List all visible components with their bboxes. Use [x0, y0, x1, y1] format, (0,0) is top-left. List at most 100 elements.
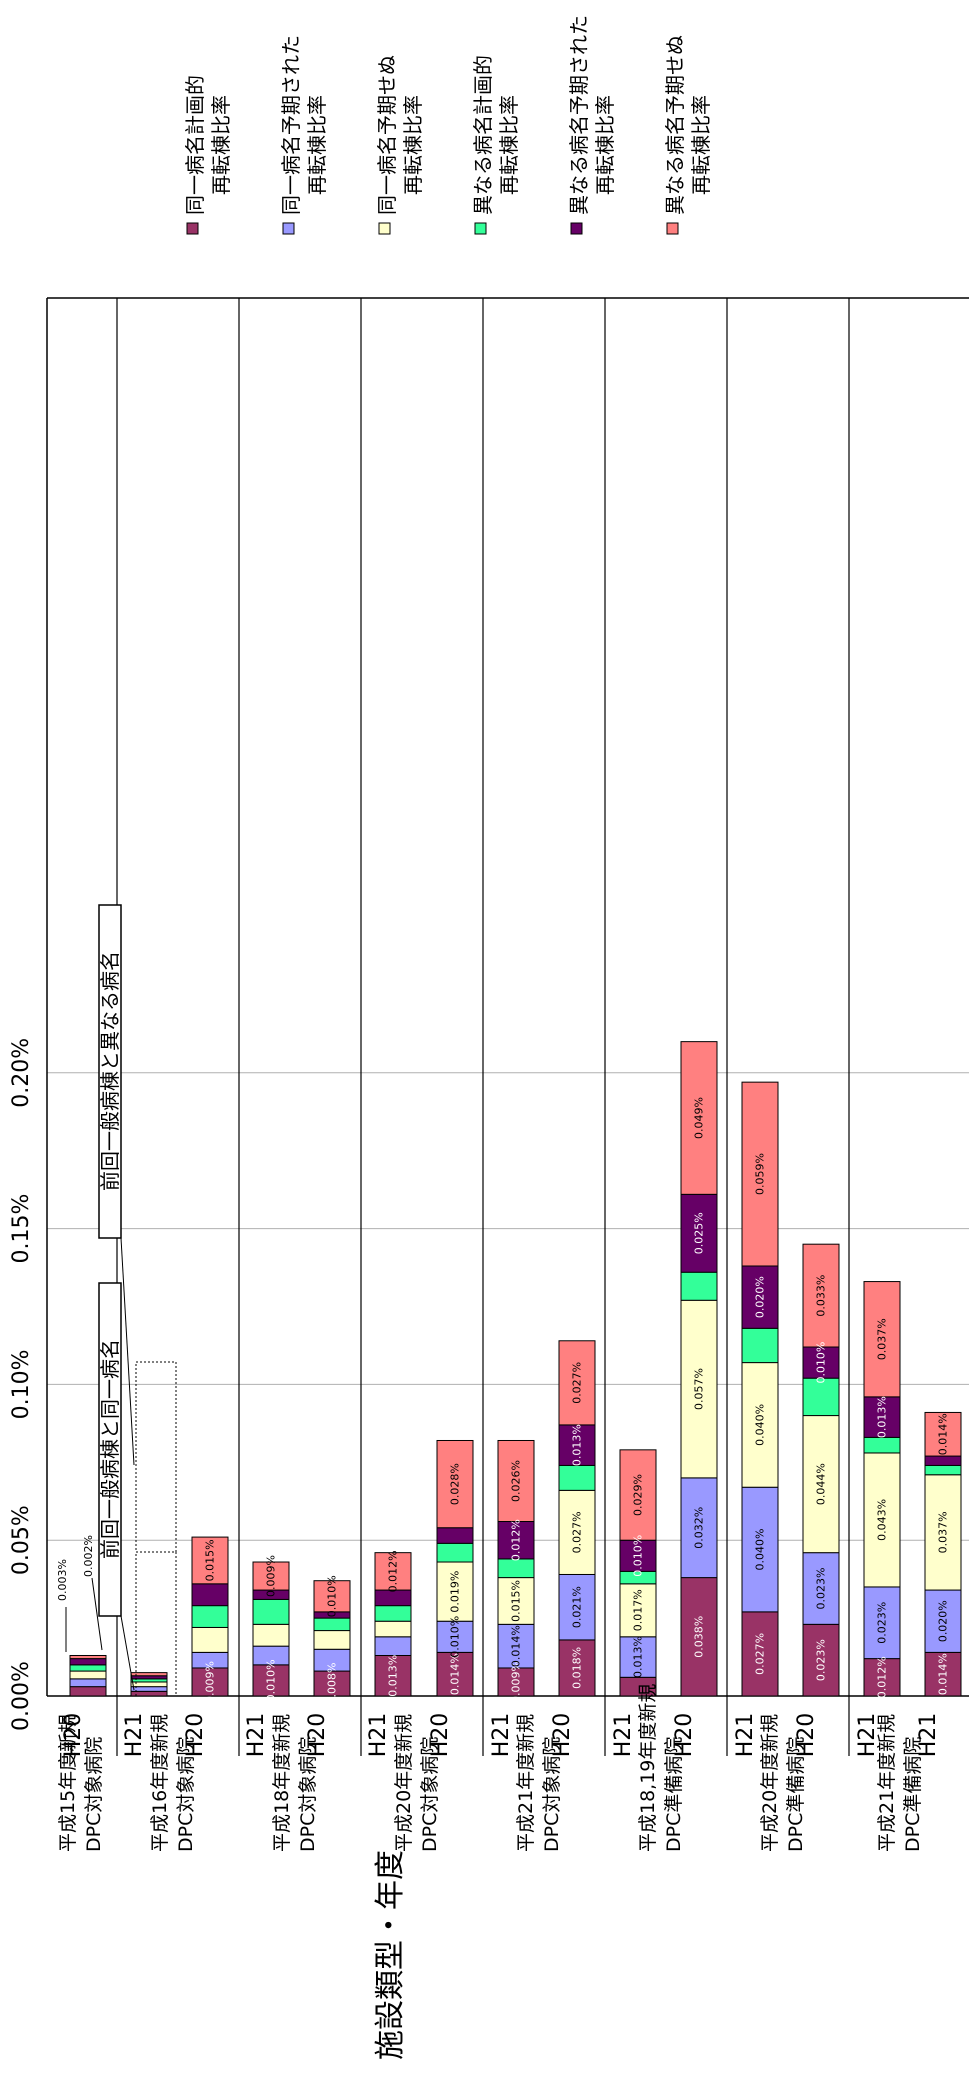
annotation-bracket-different [135, 1361, 177, 1553]
segment-label-3-0: 0.010% [265, 1659, 278, 1701]
x-tick-label-3: 0.15% [9, 1194, 34, 1264]
bar-8-segment-0 [558, 1639, 596, 1697]
bar-14-segment-4 [924, 1455, 962, 1466]
segment-label-5-5: 0.012% [387, 1550, 400, 1592]
legend-label-4-0: 異なる病名予期された [567, 15, 591, 215]
annotation-leader-different [120, 1237, 135, 1466]
segment-label-7-4: 0.012% [510, 1519, 523, 1561]
segment-label-5-0: 0.013% [387, 1655, 400, 1697]
bar-5-segment-2 [374, 1620, 412, 1638]
bar-9-segment-4 [619, 1539, 657, 1572]
category-label-1: H21 [122, 1713, 147, 1758]
segment-label-4-5: 0.010% [326, 1575, 339, 1617]
segment-label-10-5: 0.049% [693, 1097, 706, 1139]
category-label-9: H21 [611, 1713, 636, 1758]
group-label-6-1: DPC準備病院 [785, 1737, 807, 1852]
segment-label-6-0: 0.014% [449, 1653, 462, 1695]
category-label-5: H21 [366, 1713, 391, 1758]
category-label-0: H20 [61, 1713, 86, 1758]
bar-9-segment-5 [619, 1449, 657, 1541]
bar-4-segment-2 [313, 1630, 351, 1650]
bar-8-segment-3 [558, 1464, 596, 1491]
bar-10-segment-3 [680, 1271, 718, 1301]
segment-label-12-4: 0.010% [815, 1342, 828, 1384]
segment-label-12-5: 0.033% [815, 1275, 828, 1317]
bar-8-segment-1 [558, 1573, 596, 1641]
bar-2-segment-4 [191, 1583, 229, 1607]
segment-label-10-2: 0.057% [693, 1368, 706, 1410]
segment-label-10-0: 0.038% [693, 1616, 706, 1658]
legend-label-0-0: 同一病名計画的 [183, 75, 207, 215]
bar-11-segment-2 [741, 1362, 779, 1488]
bar-11-segment-0 [741, 1611, 779, 1697]
group-label-7-0: 平成21年度新規 [876, 1714, 898, 1852]
y-axis-title: 施設類型・年度 [373, 1850, 408, 2060]
segment-label-7-1: 0.014% [510, 1625, 523, 1667]
category-label-12: H20 [794, 1713, 819, 1758]
x-tick-label-4: 0.20% [9, 1038, 34, 1108]
legend-swatch-1 [282, 222, 295, 235]
annotation-small-0: 0.003% [56, 1559, 69, 1601]
segment-label-2-0: 0.009% [204, 1661, 217, 1703]
bar-2-segment-0 [191, 1667, 229, 1697]
segment-label-11-0: 0.027% [754, 1633, 767, 1675]
bar-5-segment-5 [374, 1552, 412, 1591]
bar-6-segment-4 [436, 1527, 474, 1544]
segment-label-7-5: 0.026% [510, 1460, 523, 1502]
segment-label-3-5: 0.009% [265, 1555, 278, 1597]
bar-10-segment-1 [680, 1477, 718, 1579]
group-label-3-1: DPC対象病院 [419, 1737, 441, 1852]
bar-9-segment-1 [619, 1636, 657, 1678]
bar-12-segment-0 [802, 1623, 840, 1697]
bar-13-segment-0 [863, 1658, 901, 1697]
legend-label-1-0: 同一病名予期された [279, 35, 303, 215]
category-label-7: H21 [489, 1713, 514, 1758]
annotation-leader-same [120, 1615, 135, 1691]
bar-8-segment-4 [558, 1424, 596, 1466]
bar-6-segment-1 [436, 1620, 474, 1653]
segment-label-11-2: 0.040% [754, 1404, 767, 1446]
category-label-13: H21 [855, 1713, 880, 1758]
annotation-box-different [98, 904, 122, 1239]
group-label-4-0: 平成21年度新規 [515, 1714, 537, 1852]
bar-11-segment-5 [741, 1081, 779, 1267]
legend-label-1-1: 再転棟比率 [305, 95, 329, 195]
segment-label-11-1: 0.040% [754, 1529, 767, 1571]
annotation-same-disease: 前回一般病棟と同一病名 [98, 1339, 122, 1559]
group-label-5-1: DPC準備病院 [663, 1737, 685, 1852]
bar-8-segment-5 [558, 1340, 596, 1426]
category-labels: H20 H21 H20 H21 H20 H21 H20 H21 H20 H21 H20 H21 H20 H… [57, 1684, 941, 1852]
category-label-3: H21 [244, 1713, 269, 1758]
bar-11-segment-4 [741, 1265, 779, 1329]
segment-labels: 0.009%0.015%0.010%0.009%0.008%0.010%0.01… [204, 1097, 950, 1705]
segment-label-8-1: 0.021% [571, 1586, 584, 1628]
bar-2-segment-2 [191, 1626, 229, 1653]
bar-10-segment-2 [680, 1299, 718, 1479]
segment-label-4-0: 0.008% [326, 1663, 339, 1705]
segment-label-8-4: 0.013% [571, 1424, 584, 1466]
segment-label-6-5: 0.028% [449, 1463, 462, 1505]
legend-swatch-5 [666, 222, 679, 235]
bar-10-segment-4 [680, 1193, 718, 1273]
segment-label-12-1: 0.023% [815, 1568, 828, 1610]
bar-10-segment-0 [680, 1577, 718, 1697]
legend-label-5-0: 異なる病名予期せぬ [663, 35, 687, 215]
legend-label-3-1: 再転棟比率 [497, 95, 521, 195]
bar-6-segment-0 [436, 1651, 474, 1697]
category-label-14: H21 [916, 1713, 941, 1758]
bar-5-segment-0 [374, 1654, 412, 1697]
legend-swatch-0 [186, 222, 199, 235]
legend-label-4-1: 再転棟比率 [593, 95, 617, 195]
segment-label-14-1: 0.020% [937, 1600, 950, 1642]
segment-label-14-0: 0.014% [937, 1653, 950, 1695]
bar-6-segment-2 [436, 1561, 474, 1622]
segment-label-9-1: 0.013% [632, 1636, 645, 1678]
segment-label-7-0: 0.009% [510, 1661, 523, 1703]
annotation-leader-1 [91, 1577, 103, 1651]
segment-label-10-1: 0.032% [693, 1507, 706, 1549]
legend-swatch-2 [378, 222, 391, 235]
bar-13-segment-3 [863, 1436, 901, 1454]
category-label-11: H21 [733, 1713, 758, 1758]
bar-4-segment-5 [313, 1580, 351, 1613]
